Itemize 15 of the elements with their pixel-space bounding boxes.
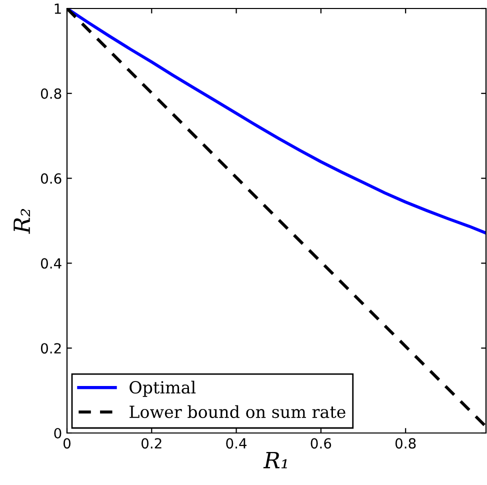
x-tick-label: 0.2 (142, 438, 162, 449)
x-tick-label: 0.6 (310, 438, 332, 449)
x-axis-title: R₁ (263, 452, 287, 468)
y-tick-label: 0.2 (40, 343, 61, 354)
y-tick-label: 0.6 (40, 173, 62, 184)
y-tick-label: 1 (54, 4, 61, 14)
legend-label: Optimal (130, 380, 196, 397)
y-tick-label: 0 (54, 428, 62, 438)
y-tick-label: 0.4 (40, 258, 62, 269)
x-tick-label: 0.8 (395, 438, 416, 449)
y-tick-label: 0.8 (40, 88, 62, 99)
x-tick-label: 0.4 (226, 438, 247, 449)
y-axis-title: R₂ (14, 208, 30, 234)
legend-label: Lower bound on sum rate (130, 405, 346, 418)
x-tick-label: 0 (63, 438, 70, 449)
